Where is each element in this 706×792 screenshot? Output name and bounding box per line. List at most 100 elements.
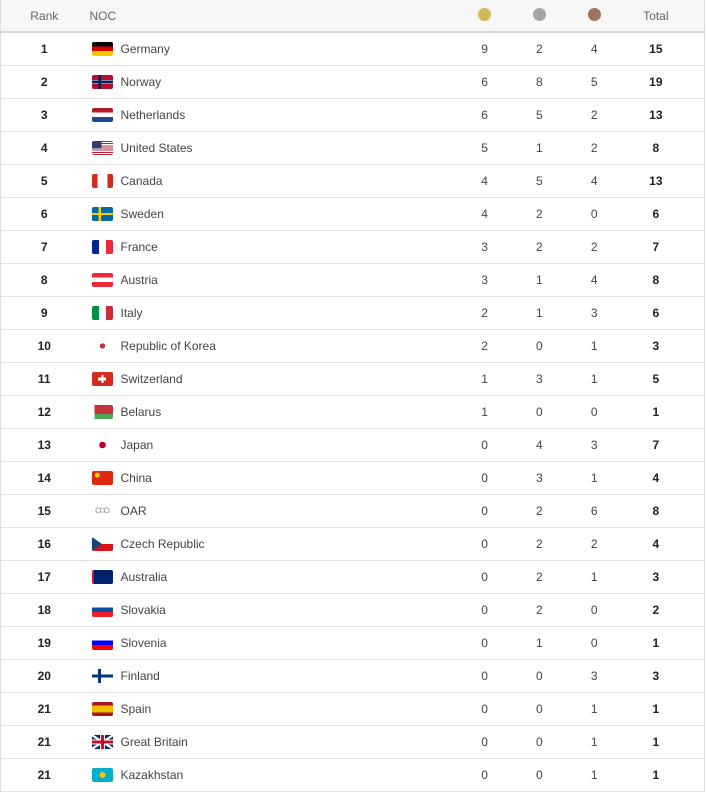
country-name[interactable]: Great Britain bbox=[120, 734, 188, 749]
table-row[interactable]: 2 Norway 6 8 5 19 bbox=[0, 65, 705, 98]
country-name[interactable]: Czech Republic bbox=[120, 536, 205, 551]
gold-count: 0 bbox=[481, 734, 488, 749]
total-count: 15 bbox=[649, 41, 663, 56]
gold-count: 0 bbox=[481, 635, 488, 650]
country-name[interactable]: Kazakhstan bbox=[120, 767, 184, 782]
table-row[interactable]: 7 France 3 2 2 7 bbox=[0, 230, 705, 263]
table-row[interactable]: 8 Austria 3 1 4 8 bbox=[0, 263, 705, 296]
table-row[interactable]: 15 OAR 0 2 6 8 bbox=[0, 494, 705, 527]
noc-header[interactable]: NOC bbox=[89, 8, 117, 23]
gold-count: 6 bbox=[481, 107, 488, 122]
gold-count: 2 bbox=[481, 305, 488, 320]
country-name[interactable]: Netherlands bbox=[120, 107, 186, 122]
silver-count: 5 bbox=[536, 107, 543, 122]
country-name[interactable]: Australia bbox=[120, 569, 168, 584]
country-name[interactable]: Slovenia bbox=[120, 635, 167, 650]
bronze-count: 2 bbox=[590, 107, 598, 122]
country-name[interactable]: Sweden bbox=[120, 206, 164, 221]
gold-count: 0 bbox=[481, 668, 488, 683]
total-count: 1 bbox=[652, 701, 660, 716]
bronze-count: 1 bbox=[590, 470, 598, 485]
country-name[interactable]: Spain bbox=[120, 701, 152, 716]
country-name[interactable]: Japan bbox=[120, 437, 154, 452]
noc-cell: Belarus bbox=[88, 395, 458, 428]
country-name[interactable]: Canada bbox=[120, 173, 163, 188]
country-name[interactable]: Finland bbox=[120, 668, 160, 683]
table-row[interactable]: 21 Spain 0 0 1 1 bbox=[0, 692, 705, 725]
total-count: 2 bbox=[652, 602, 660, 617]
gold-count: 9 bbox=[481, 41, 488, 56]
country-name[interactable]: Italy bbox=[120, 305, 143, 320]
table-row[interactable]: 13 Japan 0 4 3 7 bbox=[0, 428, 705, 461]
silver-count: 3 bbox=[536, 371, 543, 386]
rank-cell: 6 bbox=[40, 206, 48, 221]
flag-nl-icon bbox=[91, 107, 113, 122]
country-name[interactable]: Norway bbox=[120, 74, 162, 89]
gold-count: 3 bbox=[481, 239, 488, 254]
total-count: 1 bbox=[652, 404, 660, 419]
flag-ch-icon bbox=[91, 371, 113, 386]
gold-header[interactable] bbox=[457, 0, 512, 32]
silver-count: 2 bbox=[536, 41, 543, 56]
silver-count: 0 bbox=[536, 338, 543, 353]
table-row[interactable]: 9 Italy 2 1 3 6 bbox=[0, 296, 705, 329]
noc-cell: Switzerland bbox=[88, 362, 458, 395]
bronze-count: 1 bbox=[590, 767, 598, 782]
table-row[interactable]: 21 Kazakhstan 0 0 1 1 bbox=[0, 758, 705, 791]
country-name[interactable]: Austria bbox=[120, 272, 158, 287]
table-row[interactable]: 20 Finland 0 0 3 3 bbox=[0, 659, 705, 692]
noc-cell: Finland bbox=[88, 659, 458, 692]
rank-cell: 13 bbox=[37, 437, 51, 452]
country-name[interactable]: France bbox=[120, 239, 158, 254]
gold-count: 0 bbox=[481, 503, 488, 518]
country-name[interactable]: China bbox=[120, 470, 152, 485]
flag-es-icon bbox=[91, 701, 113, 716]
table-row[interactable]: 3 Netherlands 6 5 2 13 bbox=[0, 98, 705, 131]
flag-sk-icon bbox=[91, 602, 113, 617]
table-row[interactable]: 4 United States 5 1 2 8 bbox=[0, 131, 705, 164]
bronze-count: 3 bbox=[590, 305, 598, 320]
rank-header[interactable]: Rank bbox=[30, 8, 59, 23]
country-name[interactable]: OAR bbox=[120, 503, 147, 518]
rank-cell: 1 bbox=[40, 41, 48, 56]
table-row[interactable]: 10 Republic of Korea 2 0 1 3 bbox=[0, 329, 705, 362]
flag-fr-icon bbox=[91, 239, 113, 254]
flag-no-icon bbox=[91, 74, 113, 89]
table-row[interactable]: 6 Sweden 4 2 0 6 bbox=[0, 197, 705, 230]
rank-cell: 12 bbox=[37, 404, 51, 419]
gold-count: 6 bbox=[481, 74, 488, 89]
bronze-count: 1 bbox=[590, 569, 598, 584]
total-count: 3 bbox=[652, 668, 660, 683]
table-row[interactable]: 5 Canada 4 5 4 13 bbox=[0, 164, 705, 197]
rank-cell: 21 bbox=[37, 701, 51, 716]
total-count: 13 bbox=[649, 107, 663, 122]
rank-cell: 16 bbox=[37, 536, 51, 551]
total-count: 8 bbox=[652, 140, 660, 155]
silver-count: 4 bbox=[536, 437, 543, 452]
table-row[interactable]: 14 China 0 3 1 4 bbox=[0, 461, 705, 494]
country-name[interactable]: Belarus bbox=[120, 404, 162, 419]
rank-cell: 10 bbox=[37, 338, 51, 353]
total-header[interactable]: Total bbox=[643, 8, 669, 23]
table-row[interactable]: 17 Australia 0 2 1 3 bbox=[0, 560, 705, 593]
country-name[interactable]: United States bbox=[120, 140, 193, 155]
rank-cell: 9 bbox=[40, 305, 48, 320]
table-row[interactable]: 1 Germany 9 2 4 15 bbox=[0, 32, 705, 65]
flag-at-icon bbox=[91, 272, 113, 287]
country-name[interactable]: Republic of Korea bbox=[120, 338, 216, 353]
noc-cell: Austria bbox=[88, 263, 458, 296]
table-row[interactable]: 12 Belarus 1 0 0 1 bbox=[0, 395, 705, 428]
table-row[interactable]: 16 Czech Republic 0 2 2 4 bbox=[0, 527, 705, 560]
table-row[interactable]: 19 Slovenia 0 1 0 1 bbox=[0, 626, 705, 659]
country-name[interactable]: Germany bbox=[120, 42, 170, 57]
country-name[interactable]: Slovakia bbox=[120, 602, 166, 617]
table-row[interactable]: 11 Switzerland 1 3 1 5 bbox=[0, 362, 705, 395]
bronze-header[interactable] bbox=[567, 0, 622, 32]
country-name[interactable]: Switzerland bbox=[120, 371, 183, 386]
silver-count: 1 bbox=[536, 635, 543, 650]
silver-header[interactable] bbox=[512, 0, 567, 32]
table-row[interactable]: 18 Slovakia 0 2 0 2 bbox=[0, 593, 705, 626]
table-row[interactable]: 21 Great Britain 0 0 1 1 bbox=[0, 725, 705, 758]
rank-cell: 4 bbox=[40, 140, 48, 155]
noc-cell: Norway bbox=[88, 65, 458, 98]
